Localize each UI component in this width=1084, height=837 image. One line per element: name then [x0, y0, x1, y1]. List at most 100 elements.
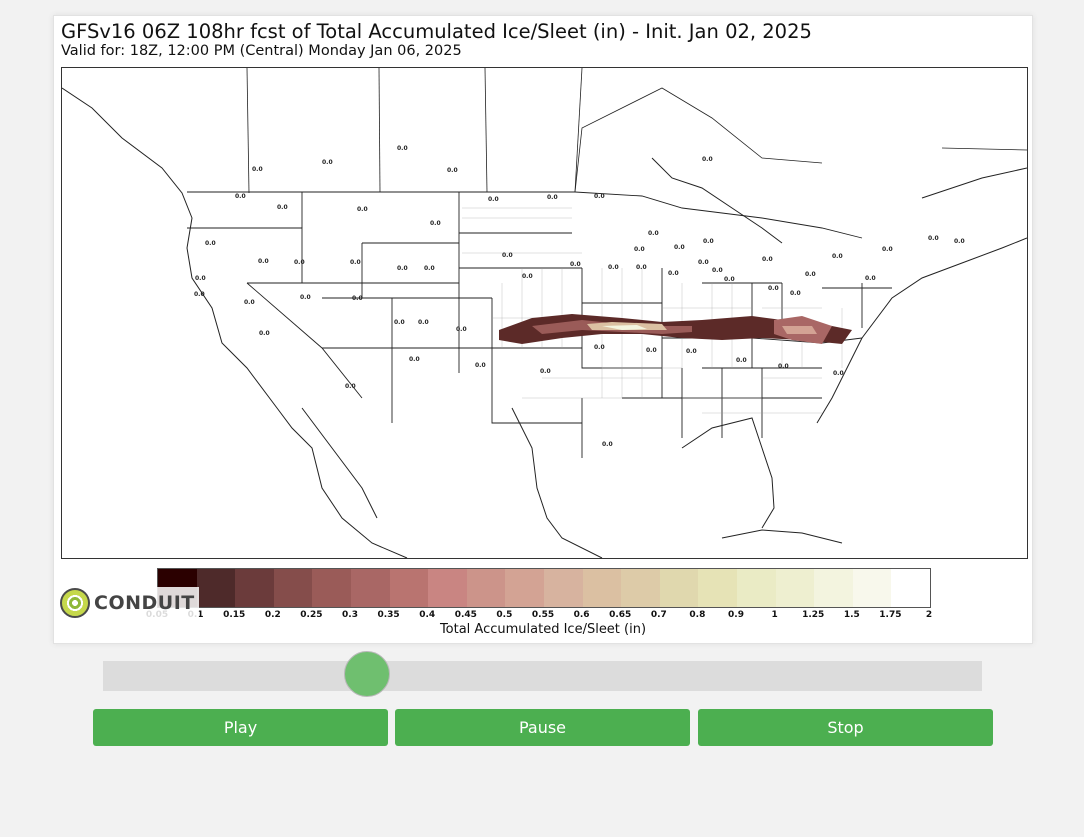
slider-thumb[interactable]: [343, 651, 390, 697]
value-label: 0.0: [277, 204, 288, 211]
colorbar-cell: [273, 569, 313, 607]
value-label: 0.0: [409, 356, 420, 363]
value-label: 0.0: [570, 261, 581, 268]
colorbar-tick: 0.45: [454, 610, 477, 620]
colorbar-tick: 0.55: [531, 610, 555, 620]
value-label: 0.0: [736, 357, 747, 364]
value-label: 0.0: [350, 259, 361, 266]
forecast-map: 0.0 0.0 0.0 0.0 0.0 0.0 0.0 0.0 0.0 0.0 0.0 0.0 0.0 0…: [61, 67, 1028, 559]
map-svg: 0.0 0.0 0.0 0.0 0.0 0.0 0.0 0.0 0.0 0.0 0.0 0.0 0.0 0…: [62, 68, 1027, 558]
value-label: 0.0: [790, 290, 801, 297]
value-label: 0.0: [300, 294, 311, 301]
colorbar-tick: 0.2: [264, 610, 281, 620]
colorbar-ticks: 0.050.10.150.20.250.30.350.40.450.50.550…: [146, 610, 933, 622]
play-button[interactable]: Play: [93, 709, 388, 746]
colorbar-tick: 0.25: [300, 610, 323, 620]
value-label: 0.0: [762, 256, 773, 263]
value-label: 0.0: [397, 265, 408, 272]
colorbar-cell: [852, 569, 892, 607]
value-label: 0.0: [646, 347, 657, 354]
value-label: 0.0: [345, 383, 356, 390]
value-label: 0.0: [686, 348, 697, 355]
colorbar-tick: 0.15: [223, 610, 246, 620]
colorbar-tick: 0.8: [689, 610, 706, 620]
value-label: 0.0: [195, 275, 206, 282]
value-label: 0.0: [430, 220, 441, 227]
value-label: 0.0: [636, 264, 647, 271]
colorbar-cell: [466, 569, 506, 607]
colorbar-tick: 0.3: [342, 610, 358, 620]
value-label: 0.0: [322, 159, 333, 166]
value-label: 0.0: [424, 265, 435, 272]
coastlines: [62, 87, 1027, 558]
value-label: 0.0: [235, 193, 246, 200]
colorbar-tick: 1.75: [879, 610, 902, 620]
value-label: 0.0: [954, 238, 965, 245]
colorbar-tick: 1: [771, 610, 778, 620]
colorbar-cell: [196, 569, 236, 607]
colorbar-cell: [775, 569, 815, 607]
conduit-logo: CONDUIT: [60, 587, 199, 619]
ice-swath: [499, 314, 852, 344]
value-label: 0.0: [778, 363, 789, 370]
value-label: 0.0: [602, 441, 613, 448]
value-label: 0.0: [522, 273, 533, 280]
value-label: 0.0: [634, 246, 645, 253]
colorbar: [157, 568, 931, 608]
colorbar-cell: [543, 569, 583, 607]
canada-borders: [246, 68, 1027, 194]
stop-button[interactable]: Stop: [698, 709, 993, 746]
pause-button[interactable]: Pause: [395, 709, 690, 746]
value-label: 0.0: [768, 285, 779, 292]
value-label: 0.0: [205, 240, 216, 247]
value-label: 0.0: [832, 253, 843, 260]
colorbar-tick: 0.9: [728, 610, 744, 620]
value-label: 0.0: [357, 206, 368, 213]
colorbar-cell: [891, 569, 930, 607]
value-label: 0.0: [594, 193, 605, 200]
value-label: 0.0: [608, 264, 619, 271]
value-label: 0.0: [258, 258, 269, 265]
colorbar-cell: [621, 569, 660, 607]
value-label: 0.0: [668, 270, 679, 277]
colorbar-tick: 2: [925, 610, 933, 620]
value-label: 0.0: [865, 275, 876, 282]
value-label: 0.0: [259, 330, 270, 337]
value-label: 0.0: [352, 295, 363, 302]
value-label: 0.0: [194, 291, 205, 298]
colorbar-cell: [736, 569, 776, 607]
value-label: 0.0: [418, 319, 429, 326]
colorbar-tick: 0.7: [650, 610, 667, 620]
value-label: 0.0: [394, 319, 405, 326]
colorbar-cell: [698, 569, 737, 607]
value-label: 0.0: [805, 271, 816, 278]
value-label: 0.0: [594, 344, 605, 351]
value-label: 0.0: [488, 196, 499, 203]
time-slider[interactable]: [103, 651, 982, 697]
colorbar-cell: [814, 569, 853, 607]
colorbar-tick: 0.35: [377, 610, 400, 620]
value-label: 0.0: [397, 145, 408, 152]
colorbar-cell: [659, 569, 699, 607]
colorbar-tick: 1.5: [843, 610, 860, 620]
colorbar-cell: [389, 569, 429, 607]
value-label: 0.0: [703, 238, 714, 245]
conduit-logo-text: CONDUIT: [94, 592, 195, 614]
value-label: 0.0: [456, 326, 467, 333]
map-title: GFSv16 06Z 108hr fcst of Total Accumulat…: [61, 20, 812, 43]
value-labels: 0.0 0.0 0.0 0.0 0.0 0.0 0.0 0.0 0.0 0.0 0.0 0.0 0.0 0…: [194, 145, 965, 448]
value-label: 0.0: [447, 167, 458, 174]
value-label: 0.0: [244, 299, 255, 306]
value-label: 0.0: [294, 259, 305, 266]
conduit-logo-icon: [60, 588, 90, 618]
value-label: 0.0: [882, 246, 893, 253]
value-label: 0.0: [698, 259, 709, 266]
value-label: 0.0: [252, 166, 263, 173]
colorbar-label: Total Accumulated Ice/Sleet (in): [439, 622, 647, 637]
colorbar-cell: [428, 569, 467, 607]
colorbar-tick: 0.65: [609, 610, 632, 620]
map-subtitle: Valid for: 18Z, 12:00 PM (Central) Monda…: [61, 43, 462, 59]
colorbar-cell: [582, 569, 622, 607]
value-label: 0.0: [540, 368, 551, 375]
value-label: 0.0: [712, 267, 723, 274]
